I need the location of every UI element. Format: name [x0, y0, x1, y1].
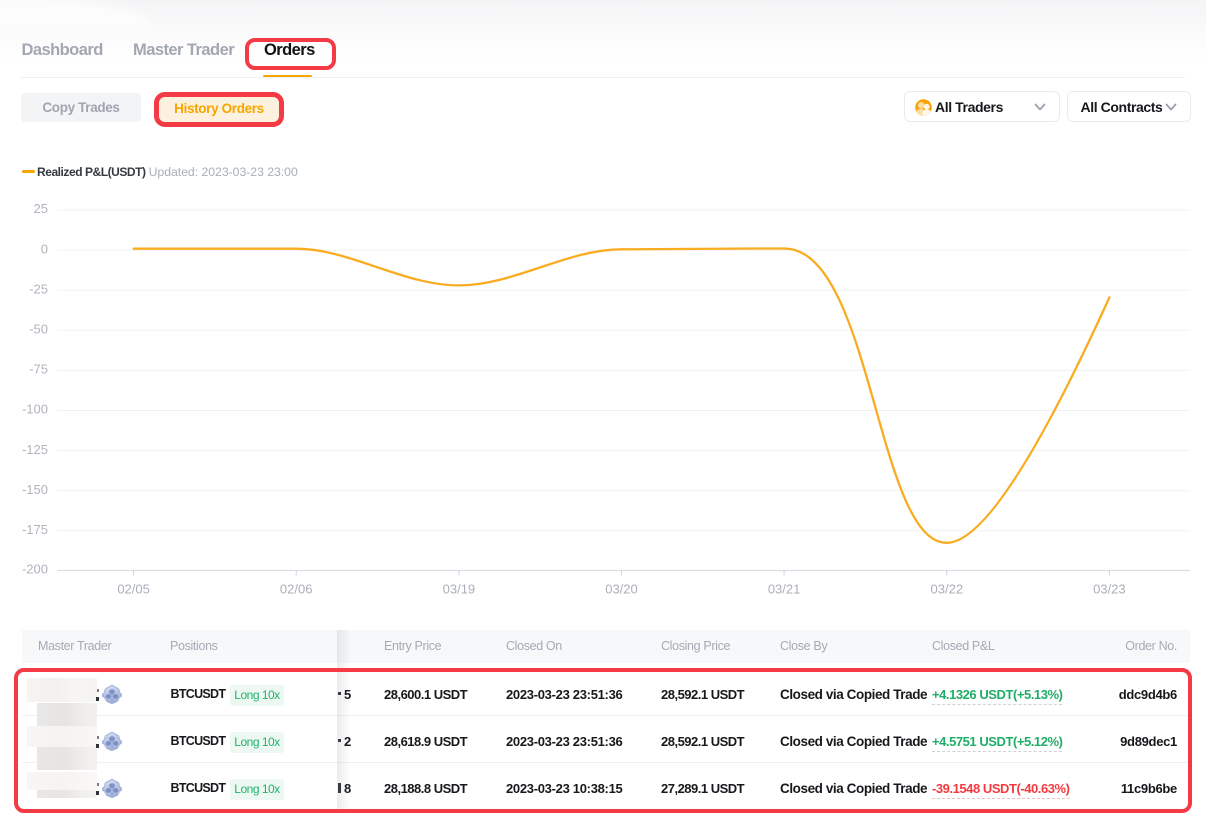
- svg-text:-175: -175: [22, 522, 48, 537]
- svg-text:03/20: 03/20: [605, 582, 638, 597]
- svg-text:02/05: 02/05: [117, 582, 150, 597]
- svg-text:03/23: 03/23: [1093, 582, 1126, 597]
- svg-text:03/21: 03/21: [768, 582, 801, 597]
- svg-text:25: 25: [34, 201, 48, 216]
- svg-text:-50: -50: [29, 322, 48, 337]
- svg-text:0: 0: [41, 241, 48, 256]
- svg-text:02/06: 02/06: [280, 582, 313, 597]
- svg-text:03/22: 03/22: [931, 582, 964, 597]
- svg-text:-100: -100: [22, 402, 48, 417]
- svg-text:-75: -75: [29, 362, 48, 377]
- svg-text:-25: -25: [29, 281, 48, 296]
- svg-text:03/19: 03/19: [443, 582, 476, 597]
- svg-text:-200: -200: [22, 562, 48, 577]
- svg-text:-150: -150: [22, 482, 48, 497]
- svg-text:-125: -125: [22, 442, 48, 457]
